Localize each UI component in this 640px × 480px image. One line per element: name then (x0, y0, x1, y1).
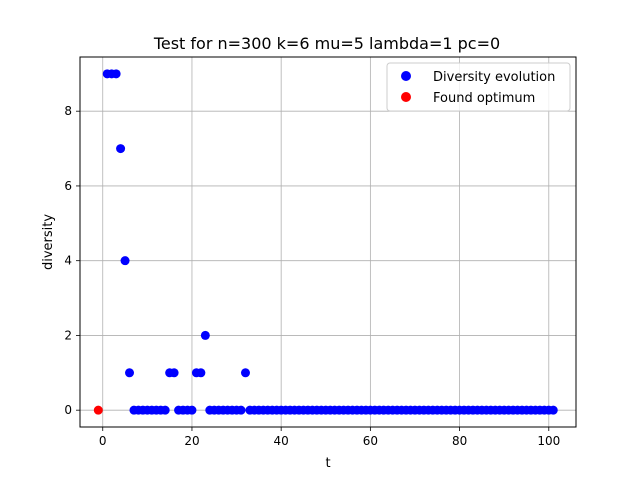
data-point-diversity-evolution (125, 368, 135, 378)
x-tick-label: 20 (184, 434, 199, 448)
legend-marker-found-optimum (401, 92, 411, 102)
data-point-diversity-evolution (240, 368, 250, 378)
x-axis-label: t (325, 456, 330, 471)
x-tick-label: 60 (363, 434, 378, 448)
chart-title: Test for n=300 k=6 mu=5 lambda=1 pc=0 (153, 34, 500, 53)
y-tick-label: 0 (64, 403, 72, 417)
legend-box (386, 62, 571, 112)
data-point-diversity-evolution (548, 405, 558, 415)
legend-marker-diversity-evolution (401, 71, 411, 81)
data-point-diversity-evolution (116, 144, 126, 154)
plot-frame (79, 56, 577, 428)
y-tick-label: 4 (64, 254, 72, 268)
grid (80, 57, 576, 427)
x-axis-ticks: 0 20 40 60 80 100 (99, 427, 560, 448)
x-tick-label: 100 (537, 434, 560, 448)
data-point-diversity-evolution (196, 368, 206, 378)
legend-label-diversity-evolution: Diversity evolution (433, 70, 555, 85)
x-tick-label: 80 (452, 434, 467, 448)
y-tick-label: 8 (64, 104, 72, 118)
legend: Diversity evolution Found optimum (386, 62, 571, 112)
data-point-diversity-evolution (187, 405, 197, 415)
x-tick-label: 0 (99, 434, 107, 448)
y-tick-label: 2 (64, 328, 72, 342)
y-tick-label: 6 (64, 179, 72, 193)
y-axis-label: diversity (41, 214, 56, 270)
data-point-diversity-evolution (160, 405, 170, 415)
data-point-diversity-evolution (200, 330, 210, 340)
x-tick-label: 40 (274, 434, 289, 448)
data-point-found-optimum (93, 405, 103, 415)
y-axis-ticks: 0 2 4 6 8 (64, 104, 80, 417)
data-point-diversity-evolution (111, 69, 121, 79)
data-points (93, 69, 558, 415)
data-point-diversity-evolution (169, 368, 179, 378)
data-point-diversity-evolution (120, 256, 130, 266)
data-point-diversity-evolution (236, 405, 246, 415)
legend-label-found-optimum: Found optimum (433, 91, 535, 106)
